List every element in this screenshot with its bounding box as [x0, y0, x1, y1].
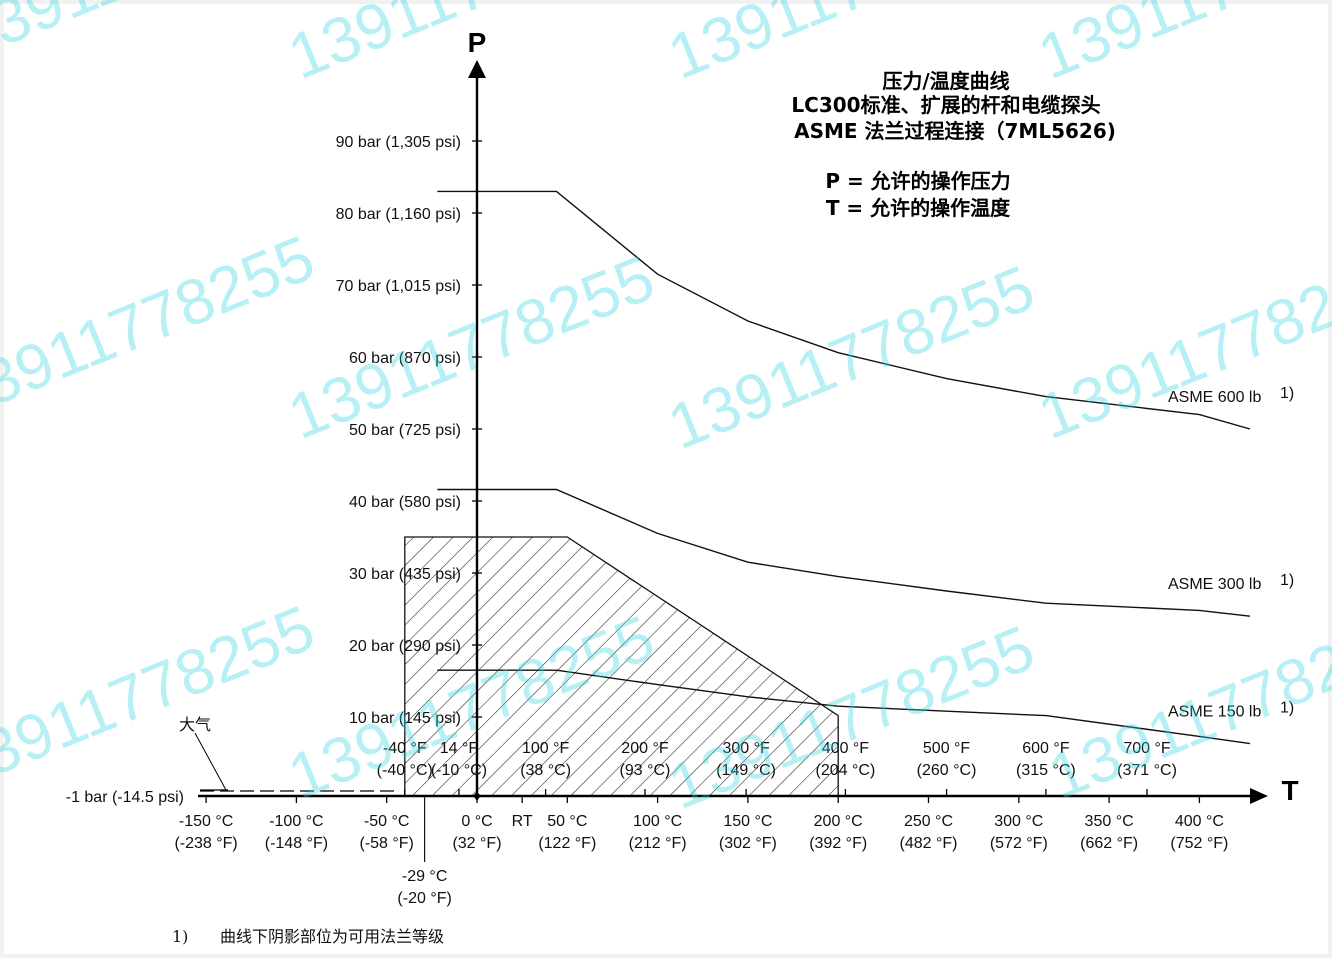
series-label-footnote-mark: 1)	[1280, 572, 1294, 589]
x-tick-label-fahrenheit: (392 °F)	[809, 835, 867, 852]
atmosphere-pointer	[194, 732, 227, 791]
x-tick-label-celsius: -150 °C	[179, 813, 233, 830]
x-tick-label-celsius: 300 °C	[994, 813, 1043, 830]
title-line-0: 压力/温度曲线	[882, 69, 1009, 93]
series-label-footnote-mark: 1)	[1280, 700, 1294, 717]
x-tick-above-celsius: (149 °C)	[716, 762, 776, 779]
x-tick-above-fahrenheit: 400 °F	[822, 740, 870, 757]
x-tick-above-celsius: (260 °C)	[917, 762, 977, 779]
x-tick-above-fahrenheit: 200 °F	[621, 740, 669, 757]
x-tick-label-celsius: 100 °C	[633, 813, 682, 830]
x-tick-label-celsius: 200 °C	[814, 813, 863, 830]
series-line-asme-600-lb	[437, 190, 1251, 430]
footnote-block: 1) 曲线下阴影部位为可用法兰等级	[172, 927, 444, 946]
x-tick-above-celsius: (-40 °C)	[377, 762, 433, 779]
x-tick-label-celsius: 150 °C	[723, 813, 772, 830]
x-tick-label-fahrenheit: (482 °F)	[900, 835, 958, 852]
footnote-text: 曲线下阴影部位为可用法兰等级	[220, 927, 444, 946]
y-tick-label: 50 bar (725 psi)	[349, 422, 461, 439]
series-label-footnote-mark: 1)	[1280, 385, 1294, 402]
x-tick-label-celsius: -50 °C	[364, 813, 410, 830]
x-tick-above-fahrenheit: 700 °F	[1123, 740, 1171, 757]
t-axis-arrow-icon	[1250, 788, 1268, 804]
p-axis-arrow-icon	[468, 60, 486, 78]
x-tick-above-fahrenheit: 300 °F	[722, 740, 770, 757]
x-tick-label-celsius: -100 °C	[269, 813, 323, 830]
series-layer: ASME 600 lb 1) ASME 300 lb 1) ASME 150 lb 1)	[437, 190, 1294, 745]
atmosphere-label: 大气	[179, 716, 211, 734]
y-tick-label: 90 bar (1,305 psi)	[336, 134, 461, 151]
y-tick-label: 20 bar (290 psi)	[349, 638, 461, 655]
title-line-4: P = 允许的操作压力	[825, 169, 1010, 193]
x-tick-label-fahrenheit: (-148 °F)	[265, 835, 328, 852]
x-tick-label-rt: RT	[512, 813, 533, 830]
y-tick-label: 40 bar (580 psi)	[349, 494, 461, 511]
x-tick-label-fahrenheit: (122 °F)	[538, 835, 596, 852]
x-tick-above-celsius: (315 °C)	[1016, 762, 1076, 779]
y-tick-label: 10 bar (145 psi)	[349, 710, 461, 727]
x-tick-above-celsius: (93 °C)	[620, 762, 671, 779]
x-tick-label-celsius: 250 °C	[904, 813, 953, 830]
title-line-5: T = 允许的操作温度	[826, 196, 1011, 220]
series-line-asme-150-lb	[437, 669, 1251, 745]
x-tick-label-fahrenheit: (212 °F)	[629, 835, 687, 852]
x-tick-label-celsius: 400 °C	[1175, 813, 1224, 830]
x-tick-label-celsius: 0 °C	[461, 813, 492, 830]
series-label: ASME 300 lb	[1168, 576, 1261, 593]
y-tick-label: 70 bar (1,015 psi)	[336, 278, 461, 295]
footnote-mark: 1)	[172, 927, 188, 946]
x-tick-label-fahrenheit: (302 °F)	[719, 835, 777, 852]
y-tick-label: 80 bar (1,160 psi)	[336, 206, 461, 223]
x-tick-above-fahrenheit: 100 °F	[522, 740, 570, 757]
minus-29-label-fahrenheit: (-20 °F)	[397, 890, 451, 907]
x-tick-label-fahrenheit: (-238 °F)	[174, 835, 237, 852]
x-tick-label-celsius: 50 °C	[547, 813, 587, 830]
minus-29-label-celsius: -29 °C	[402, 868, 448, 885]
x-tick-label-fahrenheit: (662 °F)	[1080, 835, 1138, 852]
series-label: ASME 600 lb	[1168, 389, 1261, 406]
x-tick-above-fahrenheit: 14 °F	[440, 740, 479, 757]
x-tick-label-fahrenheit: (752 °F)	[1170, 835, 1228, 852]
x-tick-above-fahrenheit: -40 °F	[383, 740, 427, 757]
t-axis-title: T	[1281, 775, 1298, 806]
y-tick-label: -1 bar (-14.5 psi)	[66, 789, 184, 806]
series-line-asme-300-lb	[437, 488, 1251, 617]
axes-layer: PT	[194, 27, 1299, 862]
x-tick-above-fahrenheit: 500 °F	[923, 740, 971, 757]
plot-panel	[4, 4, 1328, 954]
title-line-2: ASME 法兰过程连接（7ML5626)	[794, 119, 1116, 143]
x-tick-label-fahrenheit: (-58 °F)	[359, 835, 413, 852]
x-tick-above-celsius: (-10 °C)	[431, 762, 487, 779]
labels-layer: -1 bar (-14.5 psi) 10 bar (145 psi) 20 bar…	[66, 134, 1229, 907]
x-tick-label-fahrenheit: (572 °F)	[990, 835, 1048, 852]
x-tick-label-celsius: 350 °C	[1085, 813, 1134, 830]
x-tick-above-celsius: (371 °C)	[1117, 762, 1177, 779]
x-tick-above-celsius: (38 °C)	[520, 762, 571, 779]
series-label: ASME 150 lb	[1168, 704, 1261, 721]
x-tick-above-fahrenheit: 600 °F	[1022, 740, 1070, 757]
y-tick-label: 60 bar (870 psi)	[349, 350, 461, 367]
x-tick-above-celsius: (204 °C)	[816, 762, 876, 779]
title-line-1: LC300标准、扩展的杆和电缆探头	[791, 93, 1100, 117]
x-tick-label-fahrenheit: (32 °F)	[452, 835, 501, 852]
y-tick-label: 30 bar (435 psi)	[349, 566, 461, 583]
p-axis-title: P	[468, 27, 487, 58]
